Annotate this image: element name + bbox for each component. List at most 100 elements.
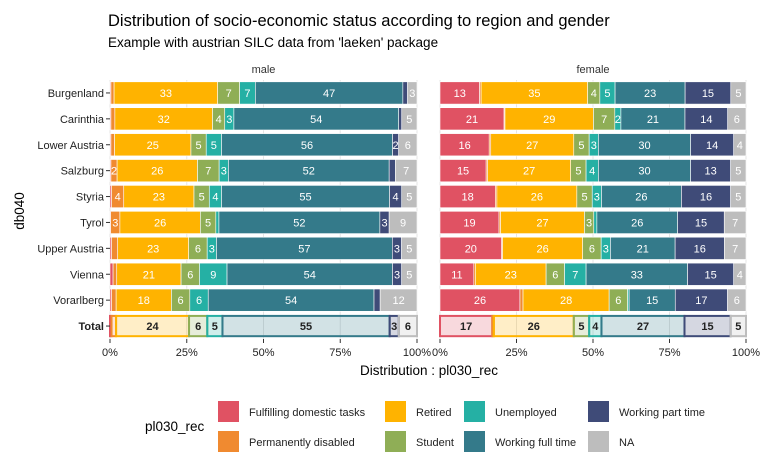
data-label: 3	[381, 217, 387, 229]
data-label: 3	[603, 243, 609, 255]
data-label: 15	[705, 269, 717, 281]
bar-segment	[730, 81, 747, 105]
bar-segment	[724, 236, 747, 260]
legend-label: Fulfilling domestic tasks	[249, 407, 366, 419]
data-label: 32	[158, 114, 170, 126]
data-label: 30	[638, 166, 650, 178]
data-label: 4	[589, 166, 595, 178]
bar-segment	[733, 262, 747, 286]
data-label: 23	[644, 88, 656, 100]
data-label: 21	[647, 114, 659, 126]
legend-swatch	[385, 431, 406, 452]
bar-segment	[729, 314, 747, 338]
data-label: 3	[112, 217, 118, 229]
bar-segment	[110, 81, 115, 105]
data-label: 30	[638, 140, 650, 152]
data-label: 17	[695, 295, 707, 307]
bar-segment	[379, 288, 418, 312]
data-label: 15	[702, 88, 714, 100]
data-label: 15	[646, 295, 658, 307]
data-label: 4	[212, 192, 218, 204]
bar-segment	[388, 211, 418, 234]
data-label: 28	[560, 295, 572, 307]
data-label: 56	[301, 140, 313, 152]
data-label: 4	[737, 269, 743, 281]
bar-segment	[401, 185, 418, 208]
data-label: 33	[160, 88, 172, 100]
data-label: 6	[589, 243, 595, 255]
data-label: 6	[552, 269, 558, 281]
data-label: 57	[298, 243, 310, 255]
data-label: 29	[543, 114, 555, 126]
data-label: 7	[226, 88, 232, 100]
legend-label: Permanently disabled	[249, 437, 355, 449]
data-label: 26	[474, 295, 486, 307]
bar-segment	[110, 107, 116, 131]
legend-swatch	[588, 431, 609, 452]
x-tick-label: 25%	[176, 347, 198, 359]
data-label: 11	[451, 269, 462, 281]
bar-segment	[730, 159, 747, 183]
legend-label: Student	[416, 437, 454, 449]
data-label: 5	[406, 269, 412, 281]
data-label: 2	[111, 166, 117, 178]
data-label: 5	[406, 192, 412, 204]
legend-item: Retired	[385, 401, 451, 422]
data-label: 23	[147, 243, 159, 255]
data-label: 3	[391, 321, 397, 333]
data-label: 9	[400, 217, 406, 229]
chart-subtitle: Example with austrian SILC data from 'la…	[108, 35, 438, 50]
y-category-label: Styria	[76, 192, 105, 204]
data-label: 7	[403, 166, 409, 178]
legend-label: Unemployed	[495, 407, 557, 419]
data-label: 5	[199, 192, 205, 204]
data-label: 7	[732, 217, 738, 229]
legend-title: pl030_rec	[145, 419, 205, 434]
data-label: 4	[591, 88, 597, 100]
x-tick-label: 50%	[582, 347, 604, 359]
x-tick-label: 0%	[102, 347, 118, 359]
bar-segment	[723, 211, 747, 234]
legend-swatch	[464, 431, 485, 452]
data-label: 3	[221, 166, 227, 178]
data-label: 16	[458, 140, 470, 152]
data-label: 5	[578, 140, 584, 152]
legend-item: Student	[385, 431, 454, 452]
data-label: 5	[205, 217, 211, 229]
legend-swatch	[464, 401, 485, 422]
data-label: 15	[457, 166, 469, 178]
data-label: 6	[734, 295, 740, 307]
data-label: 14	[700, 114, 712, 126]
bar-segment	[111, 288, 117, 312]
data-label: 35	[528, 88, 540, 100]
data-label: 16	[694, 243, 706, 255]
data-label: 5	[196, 140, 202, 152]
y-category-label: Total	[79, 321, 104, 333]
data-label: 54	[285, 295, 297, 307]
data-label: 27	[523, 166, 535, 178]
data-label: 17	[460, 321, 472, 333]
data-label: 2	[393, 140, 399, 152]
bar-segment	[727, 288, 747, 312]
bar-segment	[727, 107, 747, 131]
chart-title: Distribution of socio-economic status ac…	[108, 12, 610, 30]
data-label: 54	[304, 269, 316, 281]
data-label: 5	[575, 166, 581, 178]
legend-item: Working full time	[464, 431, 576, 452]
bar-segment	[730, 185, 747, 208]
data-label: 6	[615, 295, 621, 307]
legend-item: Permanently disabled	[218, 431, 355, 452]
legend-swatch	[218, 431, 239, 452]
data-label: 26	[536, 243, 548, 255]
data-label: 9	[210, 269, 216, 281]
data-label: 3	[409, 88, 415, 100]
x-tick-label: 75%	[329, 347, 351, 359]
bar-segment	[407, 81, 418, 105]
data-label: 14	[706, 140, 718, 152]
data-label: 2	[615, 114, 621, 126]
panel-strip-label: female	[576, 64, 609, 76]
legend-item: Fulfilling domestic tasks	[218, 401, 366, 422]
y-category-label: Salzburg	[61, 166, 104, 178]
